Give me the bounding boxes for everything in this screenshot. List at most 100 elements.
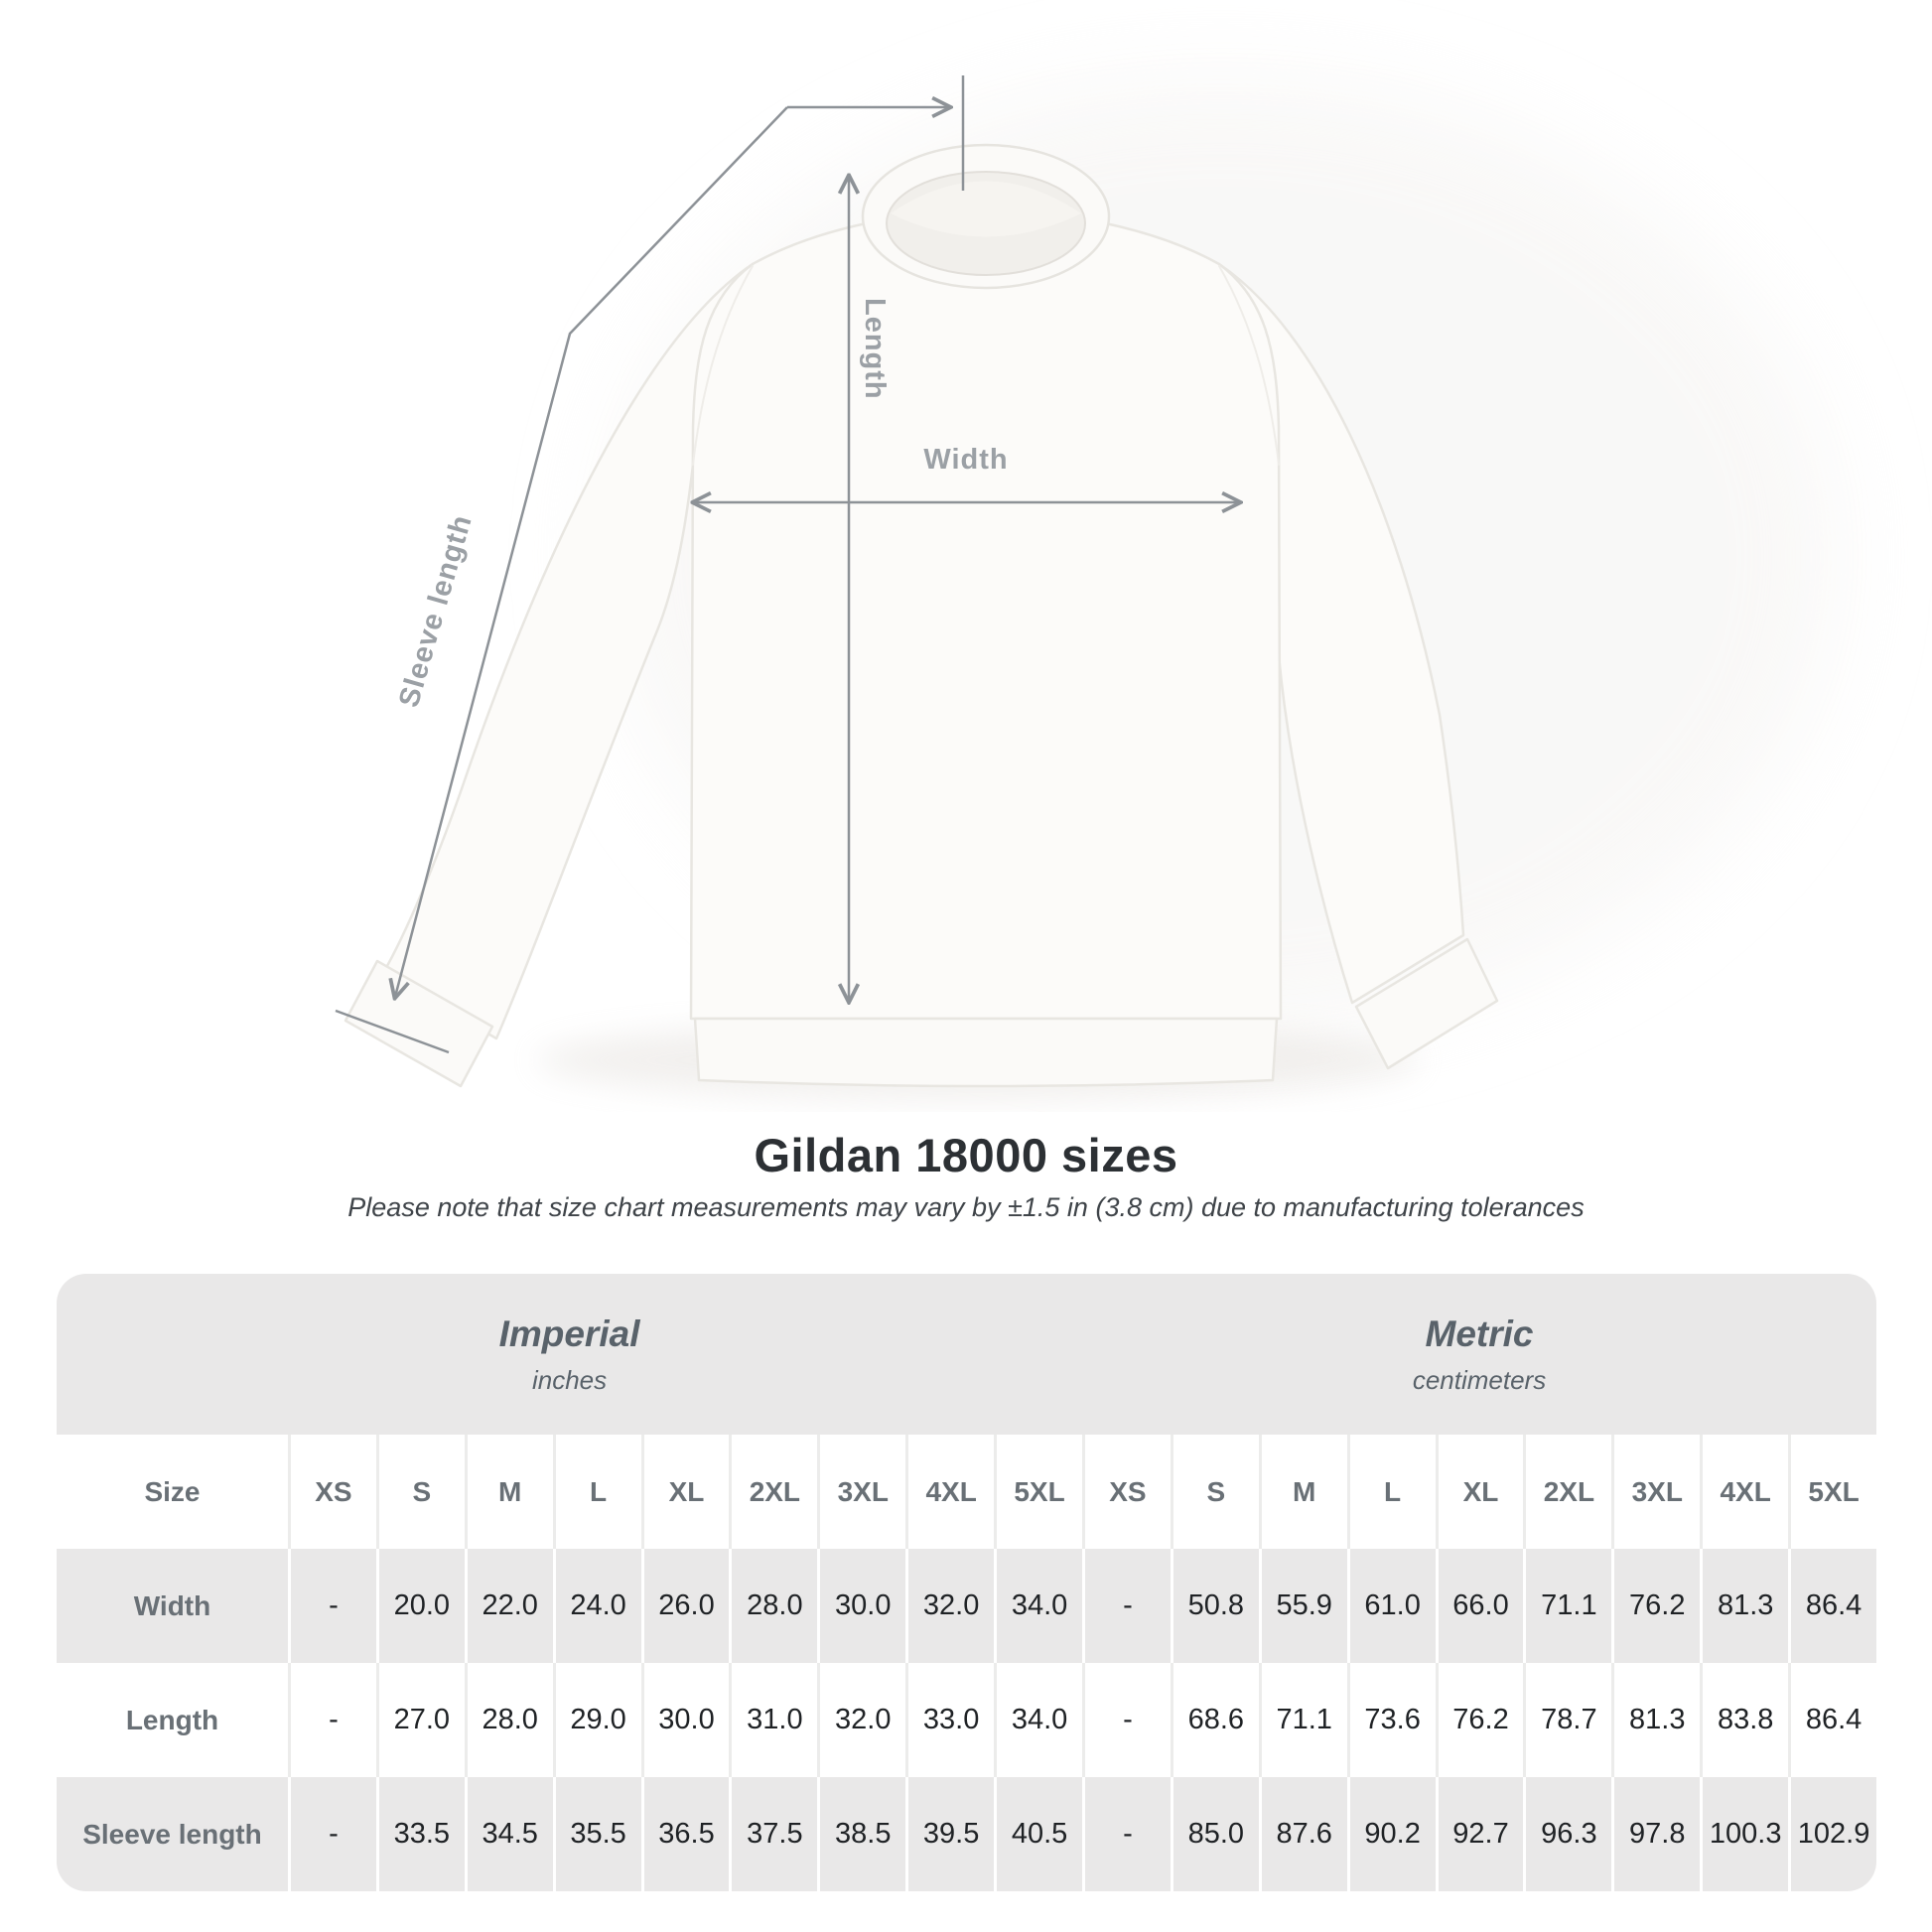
value-cell: 86.4 [1788, 1663, 1876, 1777]
value-cell: 73.6 [1346, 1663, 1436, 1777]
sleeve-length-label: Sleeve length [393, 511, 479, 711]
size-header-cell: XL [1435, 1435, 1524, 1549]
value-cell: 68.6 [1170, 1663, 1259, 1777]
value-cell: 26.0 [640, 1549, 730, 1663]
size-header-cell: XS [287, 1435, 376, 1549]
value-cell: 24.0 [552, 1549, 641, 1663]
value-cell: 28.0 [464, 1663, 553, 1777]
value-cell: - [1081, 1777, 1171, 1891]
size-header-cell: M [464, 1435, 553, 1549]
size-header-cell: 5XL [994, 1435, 1082, 1549]
value-cell: 40.5 [994, 1777, 1082, 1891]
value-cell: 71.1 [1258, 1663, 1347, 1777]
row-label: Length [125, 1704, 219, 1735]
value-cell: 83.8 [1700, 1663, 1788, 1777]
value-cell: 78.7 [1523, 1663, 1611, 1777]
collar-inner-back [891, 181, 1081, 237]
unit-group-band: Imperial inches Metric centimeters [57, 1274, 1876, 1435]
value-cell: 76.2 [1611, 1549, 1700, 1663]
size-header-cell: XL [640, 1435, 730, 1549]
value-cell: 31.0 [729, 1663, 817, 1777]
value-cell: 36.5 [640, 1777, 730, 1891]
value-cell: 30.0 [817, 1549, 905, 1663]
size-header-cell: S [375, 1435, 465, 1549]
value-cell: 61.0 [1346, 1549, 1436, 1663]
width-label: Width [923, 444, 1008, 476]
hem-band [693, 1017, 1279, 1088]
value-cell: 22.0 [464, 1549, 553, 1663]
value-cell: 34.0 [994, 1663, 1082, 1777]
value-cell: 28.0 [729, 1549, 817, 1663]
metric-group-name: Metric [1425, 1312, 1534, 1354]
value-cell: 55.9 [1258, 1549, 1347, 1663]
value-cell: - [1081, 1549, 1171, 1663]
value-cell: 33.0 [905, 1663, 994, 1777]
value-cell: 50.8 [1170, 1549, 1259, 1663]
value-cell: 81.3 [1700, 1549, 1788, 1663]
value-cell: 97.8 [1611, 1777, 1700, 1891]
row-label: Width [133, 1589, 211, 1621]
value-cell: 20.0 [375, 1549, 465, 1663]
imperial-group-unit: inches [531, 1364, 608, 1395]
sleeve-length-end-tick [335, 1009, 450, 1054]
size-column-header: Size [144, 1475, 201, 1507]
imperial-group-header: Imperial inches [57, 1274, 1082, 1435]
table-row-width: Width -20.0 22.0 24.0 26.0 28.0 30.0 32.0 34.0-5… [57, 1549, 1876, 1663]
value-cell: 34.0 [994, 1549, 1082, 1663]
value-cell: 81.3 [1611, 1663, 1700, 1777]
value-cell: 30.0 [640, 1663, 730, 1777]
value-cell: - [287, 1777, 376, 1891]
tolerance-note: Please note that size chart measurements… [347, 1192, 1585, 1222]
size-header-cell: 2XL [729, 1435, 817, 1549]
table-row-length: Length -27.0 28.0 29.0 30.0 31.0 32.0 33.0 34.0-… [57, 1663, 1876, 1777]
value-cell: 66.0 [1435, 1549, 1524, 1663]
size-header-row: Size XS S M L XL 2XL 3XL 4XL 5XL XS S M L XL 2XL 3XL 4XL… [57, 1435, 1876, 1549]
row-label: Sleeve length [82, 1818, 262, 1850]
value-cell: 33.5 [375, 1777, 465, 1891]
value-cell: 71.1 [1523, 1549, 1611, 1663]
value-cell: 86.4 [1788, 1549, 1876, 1663]
sleeve-length-line [395, 106, 788, 997]
body [689, 208, 1283, 1021]
sweatshirt-measurement-diagram: Length Width Sleeve length [335, 75, 1837, 1100]
size-header-cell: 2XL [1523, 1435, 1611, 1549]
size-header-cell: L [552, 1435, 641, 1549]
value-cell: 100.3 [1700, 1777, 1788, 1891]
value-cell: 87.6 [1258, 1777, 1347, 1891]
value-cell: 29.0 [552, 1663, 641, 1777]
value-cell: 27.0 [375, 1663, 465, 1777]
metric-group-unit: centimeters [1412, 1364, 1547, 1395]
value-cell: 90.2 [1346, 1777, 1436, 1891]
size-header-cell: 4XL [1700, 1435, 1788, 1549]
value-cell: 39.5 [905, 1777, 994, 1891]
size-table: Imperial inches Metric centimeters Size … [57, 1274, 1876, 1891]
size-header-cell: 3XL [817, 1435, 905, 1549]
value-cell: 35.5 [552, 1777, 641, 1891]
value-cell: 37.5 [729, 1777, 817, 1891]
table-row-sleeve-length: Sleeve length -33.5 34.5 35.5 36.5 37.5 38.5 39… [57, 1777, 1876, 1891]
size-header-cell: M [1258, 1435, 1347, 1549]
value-cell: 76.2 [1435, 1663, 1524, 1777]
page-title: Gildan 18000 sizes [754, 1129, 1178, 1181]
value-cell: - [287, 1663, 376, 1777]
size-header-cell: 3XL [1611, 1435, 1700, 1549]
value-cell: 102.9 [1788, 1777, 1876, 1891]
value-cell: 85.0 [1170, 1777, 1259, 1891]
value-cell: 92.7 [1435, 1777, 1524, 1891]
size-header-cell: S [1170, 1435, 1259, 1549]
right-cuff [1354, 937, 1499, 1070]
left-cuff [344, 959, 494, 1088]
armhole-seam-left [692, 265, 754, 466]
title-block: Gildan 18000 sizes Please note that size… [0, 1128, 1932, 1223]
imperial-group-name: Imperial [498, 1312, 640, 1354]
value-cell: 38.5 [817, 1777, 905, 1891]
value-cell: 34.5 [464, 1777, 553, 1891]
metric-group-header: Metric centimeters [1082, 1274, 1876, 1435]
value-cell: 32.0 [905, 1549, 994, 1663]
value-cell: 32.0 [817, 1663, 905, 1777]
value-cell: - [1081, 1663, 1171, 1777]
value-cell: 96.3 [1523, 1777, 1611, 1891]
size-header-cell: 5XL [1788, 1435, 1876, 1549]
size-header-cell: L [1346, 1435, 1436, 1549]
